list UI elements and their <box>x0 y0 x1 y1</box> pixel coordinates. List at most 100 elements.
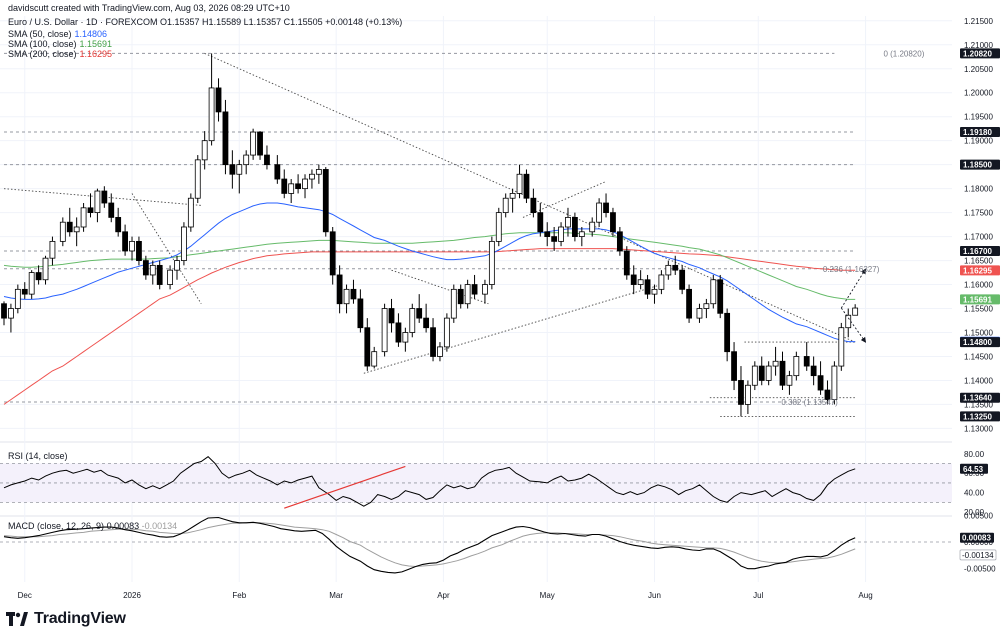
candle-down <box>222 111 229 166</box>
candle-up <box>658 274 665 290</box>
rsi-pane[interactable] <box>0 456 952 509</box>
time-tick-label: May <box>540 591 555 600</box>
candle-up <box>696 308 703 319</box>
candle-down <box>471 284 478 295</box>
macd-value-badge <box>960 532 994 543</box>
candle-down <box>122 231 128 252</box>
candle-down <box>717 279 724 314</box>
candle-down <box>35 272 42 281</box>
tradingview-logo[interactable]: TradingView <box>6 610 126 628</box>
time-tick-label: 2026 <box>123 591 141 600</box>
price-badge-label: 1.13250 <box>963 412 992 421</box>
dotted-trendline <box>131 193 202 304</box>
candle-up <box>558 226 564 242</box>
price-tick-label: 1.15000 <box>964 329 993 338</box>
candle-up <box>343 288 350 305</box>
time-tick-label: Jun <box>648 591 661 600</box>
fib-level-label: 0.382 (1.13547) <box>781 398 838 407</box>
candle-down <box>523 173 530 199</box>
signal-title-value: -0.00134 <box>141 521 178 531</box>
candle-down <box>810 365 817 377</box>
candle-up <box>73 226 80 233</box>
candle-down <box>274 164 281 180</box>
price-tick-label: 1.21000 <box>964 41 993 50</box>
price-badge-label: 1.13640 <box>963 394 992 403</box>
time-tick-label: Jul <box>753 591 763 600</box>
candle-down <box>551 236 558 242</box>
macd-pane[interactable] <box>0 516 952 574</box>
candle-down <box>364 327 371 367</box>
signal-value-label: -0.00134 <box>962 551 994 560</box>
candle-down <box>724 312 731 353</box>
price-tick-label: 1.16500 <box>964 257 993 266</box>
candle-up <box>94 190 101 214</box>
candle-down <box>156 264 163 285</box>
candle-up <box>8 308 14 319</box>
candle-up <box>80 207 87 228</box>
price-badge-label: 1.14800 <box>963 338 992 347</box>
sma50-label: SMA (50, close) <box>8 29 72 39</box>
price-badge-label: 1.16700 <box>963 247 992 256</box>
candle-down <box>672 264 679 271</box>
tradingview-logo-icon <box>6 612 28 626</box>
sma100-legend: SMA (100, close) 1.15691 <box>8 39 112 49</box>
dotted-trendline <box>391 269 489 305</box>
candle-down <box>758 365 765 381</box>
candle-down <box>1 303 7 319</box>
candle-up <box>49 240 56 259</box>
candle-up <box>578 231 585 237</box>
candle-down <box>430 327 436 357</box>
candle-up <box>793 356 800 377</box>
candle-up <box>381 308 388 353</box>
candle-up <box>302 178 308 190</box>
price-badge <box>960 265 1000 276</box>
candle-up <box>831 365 838 401</box>
sma50-value: 1.14806 <box>74 29 108 39</box>
candle-up <box>59 221 66 242</box>
price-tick-label: 1.18000 <box>964 185 993 194</box>
price-badge-label: 1.16295 <box>963 266 992 275</box>
candle-up <box>838 327 845 367</box>
candle-down <box>616 231 623 252</box>
candle-down <box>108 202 115 218</box>
candle-up <box>464 284 471 305</box>
time-tick-label: Feb <box>232 591 246 600</box>
candle-up <box>371 351 378 367</box>
price-pane[interactable]: 0 (1.20820) 0.236 (1.16327) 0.382 (1.13547… <box>1 49 925 417</box>
rsi-tick-label: 40.00 <box>964 489 985 498</box>
candle-down <box>731 351 737 381</box>
candle-up <box>201 140 208 161</box>
candle-up <box>28 272 35 295</box>
candle-down <box>229 164 236 175</box>
candle-up <box>402 332 409 343</box>
candle-down <box>416 308 423 319</box>
candle-down <box>357 298 364 329</box>
candle-down <box>257 131 263 156</box>
candle-down <box>610 212 616 233</box>
price-badge <box>960 294 1000 305</box>
projection-arrow <box>840 268 867 309</box>
candle-down <box>136 240 142 261</box>
price-tick-label: 1.19500 <box>964 113 993 122</box>
price-tick-label: 1.20500 <box>964 65 993 74</box>
candle-down <box>66 221 73 233</box>
price-badge-label: 1.15691 <box>963 295 992 304</box>
time-axis[interactable]: Dec 2026 Feb Mar Apr May Jun Jul Aug <box>18 591 873 600</box>
time-tick-label: Aug <box>858 591 872 600</box>
price-axis[interactable]: 1.21500 1.21000 1.20500 1.20000 1.19500 1.190… <box>959 17 1000 574</box>
candle-up <box>589 221 596 233</box>
sma200-line <box>3 248 856 405</box>
price-badge <box>960 337 1000 348</box>
candle-up <box>149 264 156 276</box>
candle-up <box>208 87 215 142</box>
candle-up <box>488 240 495 285</box>
macd-line <box>3 516 856 574</box>
sma50-legend: SMA (50, close) 1.14806 <box>8 29 107 39</box>
candle-up <box>745 384 751 405</box>
candle-up <box>42 257 49 281</box>
creator-line: davidscutt created with TradingView.com,… <box>8 3 290 13</box>
candle-up <box>450 288 457 319</box>
fib-level-label: 0.236 (1.16327) <box>823 265 880 274</box>
candle-down <box>817 375 824 391</box>
